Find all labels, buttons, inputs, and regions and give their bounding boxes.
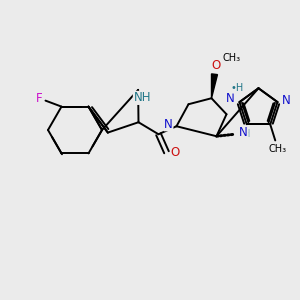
Text: N: N (226, 92, 235, 105)
Text: CH₃: CH₃ (268, 144, 286, 154)
Text: F: F (36, 92, 43, 105)
Text: NH: NH (134, 92, 151, 104)
Text: N: N (239, 126, 248, 139)
Text: •H: •H (238, 129, 251, 139)
Text: CH₃: CH₃ (222, 53, 241, 63)
Text: O: O (171, 146, 180, 159)
Text: N: N (282, 94, 291, 106)
Text: N: N (164, 118, 173, 131)
Text: O: O (212, 59, 221, 72)
Text: •H: •H (231, 83, 244, 93)
Polygon shape (212, 74, 218, 98)
